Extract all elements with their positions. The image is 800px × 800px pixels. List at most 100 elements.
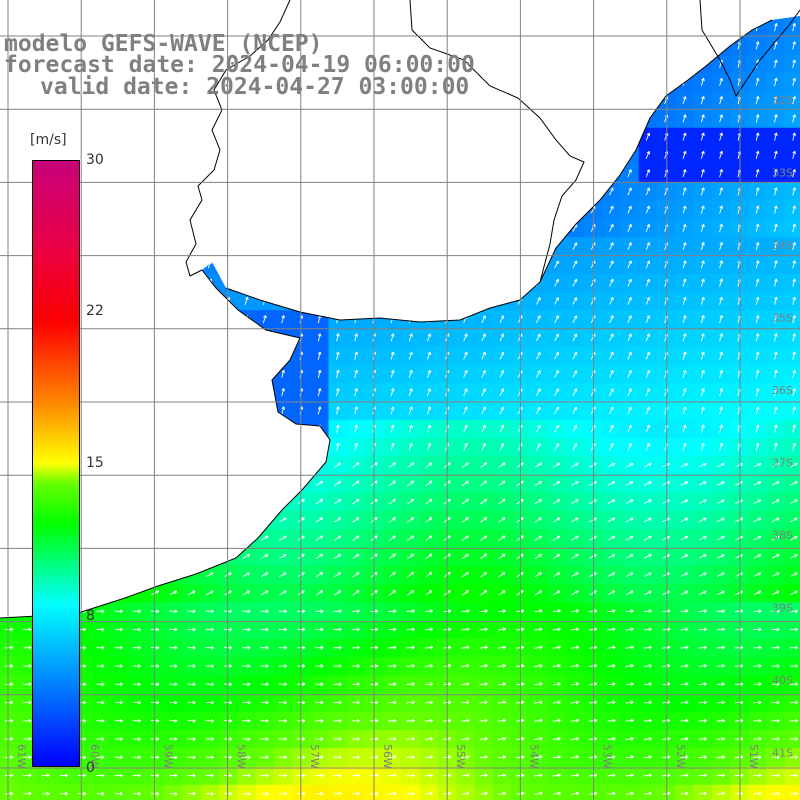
wind-arrow [281, 296, 285, 305]
wind-cell [127, 237, 147, 257]
wind-cell [638, 438, 658, 457]
wind-arrow [554, 41, 559, 50]
wind-arrow [753, 499, 762, 504]
wind-arrow [244, 169, 249, 178]
wind-cell [602, 748, 622, 768]
wind-arrow [79, 169, 85, 178]
wind-arrow [25, 369, 30, 378]
wind-arrow [719, 442, 723, 451]
wind-cell [693, 109, 713, 129]
wind-cell [492, 164, 512, 184]
wind-arrow [609, 370, 614, 378]
wind-arrow [151, 462, 159, 468]
wind-arrow [481, 443, 486, 451]
wind-cell [602, 547, 622, 567]
wind-arrow [281, 169, 285, 178]
wind-arrow [755, 333, 760, 342]
wind-arrow [627, 132, 632, 141]
wind-cell [456, 365, 476, 384]
wind-cell [0, 492, 19, 512]
wind-cell [529, 200, 549, 220]
wind-arrow [480, 480, 488, 487]
wind-cell [565, 693, 585, 713]
wind-cell [401, 182, 421, 202]
wind-arrow [572, 351, 578, 360]
wind-cell [419, 474, 439, 494]
wind-arrow [5, 553, 13, 559]
wind-arrow [481, 23, 486, 32]
wind-arrow [23, 499, 32, 505]
wind-cell [620, 219, 640, 238]
wind-arrow [152, 260, 158, 269]
wind-cell [219, 383, 238, 403]
wind-arrow [116, 169, 121, 178]
wind-arrow [317, 333, 322, 342]
wind-arrow [187, 499, 196, 504]
wind-cell [456, 565, 476, 585]
wind-arrow [98, 169, 103, 178]
wind-arrow [226, 223, 231, 232]
wind-arrow [169, 462, 178, 468]
wind-cell [730, 273, 749, 293]
wind-arrow [554, 224, 559, 232]
wind-cell [310, 16, 330, 19]
wind-arrow [226, 114, 231, 123]
wind-cell [620, 784, 640, 800]
wind-cell [182, 529, 202, 549]
wind-arrow [481, 59, 486, 68]
wind-cell [127, 401, 147, 421]
wind-arrow [96, 572, 105, 577]
wind-cell [547, 36, 567, 56]
wind-arrow [390, 424, 395, 433]
wind-arrow [25, 406, 30, 415]
wind-cell [383, 511, 403, 530]
wind-arrow [262, 351, 267, 360]
wind-cell [346, 255, 366, 275]
wind-arrow [774, 23, 778, 32]
wind-arrow [774, 59, 778, 68]
wind-cell [0, 383, 19, 403]
wind-cell [0, 584, 19, 603]
wind-cell [675, 438, 695, 457]
wind-arrow [116, 351, 121, 360]
wind-cell [529, 748, 549, 768]
wind-cell [255, 255, 275, 275]
wind-arrow [554, 114, 559, 123]
wind-cell [565, 255, 585, 275]
wind-arrow [572, 315, 578, 324]
wind-cell [328, 127, 348, 147]
wind-cell [200, 200, 220, 220]
wind-cell [693, 511, 713, 530]
wind-cell [474, 273, 494, 293]
wind-arrow [336, 333, 340, 342]
wind-cell [492, 328, 512, 348]
wind-cell [219, 200, 238, 220]
wind-arrow [753, 462, 762, 468]
wind-arrow [354, 406, 358, 415]
wind-cell [620, 711, 640, 731]
wind-cell [730, 711, 749, 731]
wind-cell [693, 237, 713, 257]
wind-cell [492, 766, 512, 786]
wind-arrow [116, 260, 121, 269]
wind-cell [675, 529, 695, 549]
wind-cell [328, 16, 348, 19]
wind-arrow [755, 41, 760, 50]
wind-arrow [554, 169, 559, 178]
wind-cell [638, 200, 658, 220]
wind-cell [401, 657, 421, 676]
wind-arrow [536, 78, 541, 86]
wind-cell [91, 200, 111, 220]
wind-cell [638, 310, 658, 330]
wind-cell [182, 127, 202, 147]
wind-cell [219, 365, 238, 384]
wind-cell [419, 730, 439, 749]
wind-cell [146, 146, 165, 165]
wind-cell [711, 146, 731, 165]
wind-arrow [792, 23, 796, 32]
wind-cell [711, 36, 731, 56]
wind-cell [693, 565, 713, 585]
wind-cell [638, 383, 658, 403]
wind-cell [474, 109, 494, 129]
wind-arrow [244, 333, 249, 342]
